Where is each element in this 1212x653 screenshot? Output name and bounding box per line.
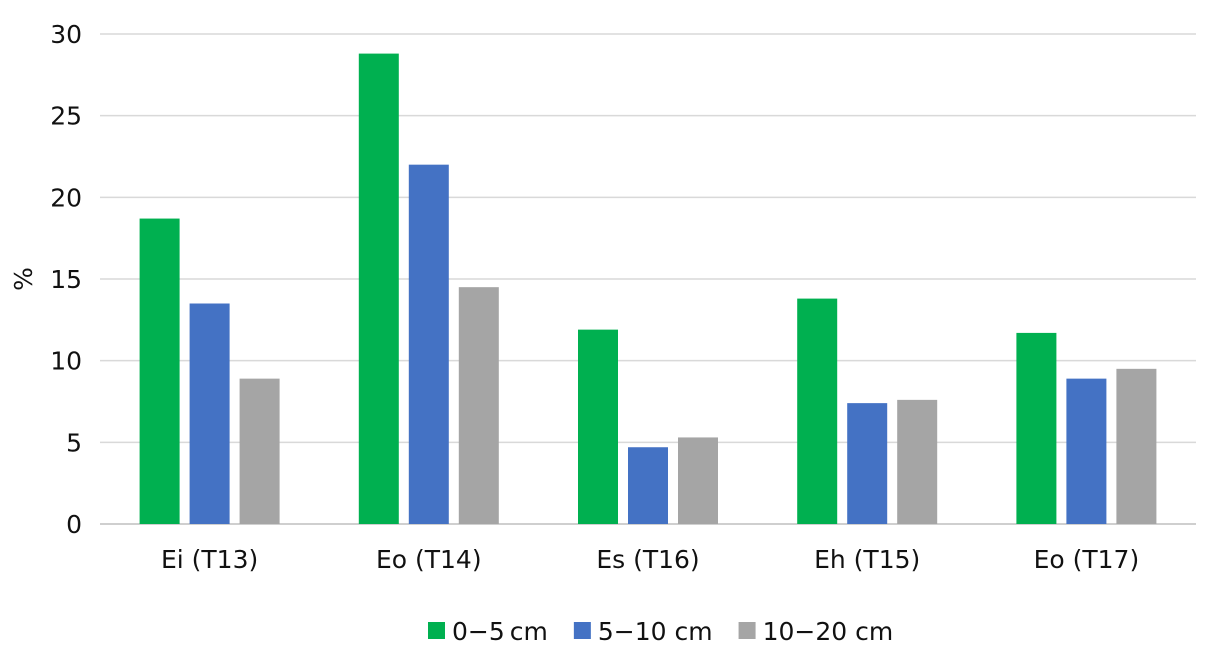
y-tick-label: 25	[50, 102, 82, 131]
bar	[578, 329, 618, 524]
bar	[358, 53, 399, 524]
y-tick-label: 15	[50, 265, 82, 294]
y-tick-label: 30	[50, 20, 82, 49]
y-tick-label: 0	[66, 510, 82, 539]
bar	[458, 287, 499, 524]
bar	[1066, 378, 1107, 524]
legend-label: 10−20 cm	[763, 617, 894, 646]
bar	[628, 447, 668, 524]
bar	[847, 403, 888, 524]
y-axis-tick-labels: 0 5 10 15 20 25 30	[50, 20, 82, 539]
y-tick-label: 20	[50, 183, 82, 212]
bar	[139, 218, 180, 525]
bar	[797, 298, 838, 524]
y-tick-label: 10	[50, 347, 82, 376]
legend-swatch	[428, 622, 445, 639]
bars	[139, 53, 1157, 525]
legend-swatch	[573, 622, 591, 639]
bar	[1116, 368, 1157, 524]
y-axis-title: %	[9, 267, 38, 291]
x-category-label: Ei (T13)	[161, 545, 258, 574]
bar	[239, 378, 280, 524]
x-category-label: Eo (T17)	[1034, 545, 1140, 574]
bar	[897, 399, 938, 524]
x-category-label: Es (T16)	[596, 545, 699, 574]
bar	[678, 437, 718, 524]
gridlines	[100, 33, 1196, 525]
x-category-label: Eh (T15)	[814, 545, 920, 574]
bar	[189, 303, 230, 524]
bar	[1016, 332, 1057, 524]
bar	[408, 164, 449, 524]
legend: 0−5 cm 5−10 cm 10−20 cm	[428, 617, 893, 646]
x-category-label: Eo (T14)	[376, 545, 482, 574]
y-tick-label: 5	[66, 428, 82, 457]
x-axis-category-labels: Ei (T13) Eo (T14) Es (T16) Eh (T15) Eo (T17)	[161, 545, 1139, 574]
legend-label: 0−5 cm	[452, 617, 548, 646]
legend-swatch	[738, 622, 756, 639]
legend-label: 5−10 cm	[598, 617, 713, 646]
